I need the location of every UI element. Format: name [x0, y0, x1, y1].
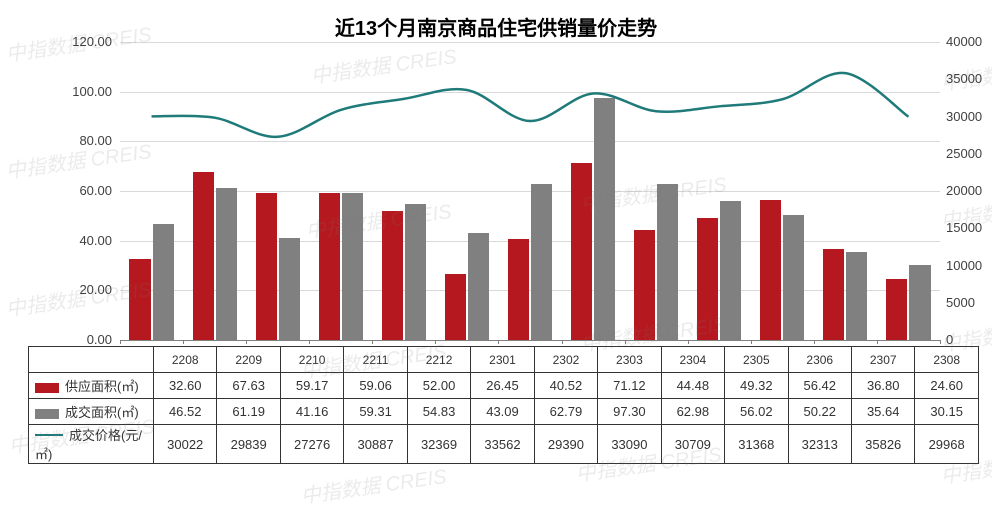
table-row: 2208220922102211221223012302230323042305… [29, 347, 979, 373]
chart-plot-area [120, 42, 940, 340]
value-cell-price: 29390 [534, 425, 597, 464]
x-axis-line [120, 340, 940, 341]
value-cell-deal: 43.09 [471, 399, 534, 425]
value-cell-supply: 26.45 [471, 373, 534, 399]
value-cell-price: 30022 [154, 425, 217, 464]
price-line [152, 73, 909, 137]
value-cell-supply: 40.52 [534, 373, 597, 399]
y-axis-left-label: 60.00 [60, 183, 112, 198]
value-cell-price: 30887 [344, 425, 407, 464]
table-row: 成交价格(元/㎡)3002229839272763088732369335622… [29, 425, 979, 464]
bar-swatch-icon [35, 383, 59, 393]
value-cell-price: 30709 [661, 425, 724, 464]
value-cell-supply: 52.00 [407, 373, 470, 399]
y-axis-left-label: 100.00 [60, 84, 112, 99]
y-axis-left-label: 0.00 [60, 332, 112, 347]
legend-label: 供应面积(㎡) [65, 379, 139, 394]
table-row: 成交面积(㎡)46.5261.1941.1659.3154.8343.0962.… [29, 399, 979, 425]
value-cell-price: 29839 [217, 425, 280, 464]
value-cell-deal: 56.02 [725, 399, 788, 425]
y-axis-right-label: 10000 [946, 258, 982, 273]
category-cell: 2305 [725, 347, 788, 373]
value-cell-price: 35826 [851, 425, 914, 464]
value-cell-deal: 54.83 [407, 399, 470, 425]
data-table: 2208220922102211221223012302230323042305… [28, 346, 979, 464]
value-cell-supply: 49.32 [725, 373, 788, 399]
value-cell-deal: 97.30 [598, 399, 661, 425]
y-axis-right-label: 35000 [946, 71, 982, 86]
y-axis-left-label: 20.00 [60, 282, 112, 297]
line-swatch-icon [35, 434, 63, 436]
value-cell-deal: 41.16 [280, 399, 343, 425]
value-cell-price: 33090 [598, 425, 661, 464]
category-cell: 2210 [280, 347, 343, 373]
y-axis-right-label: 5000 [946, 295, 975, 310]
value-cell-supply: 36.80 [851, 373, 914, 399]
category-cell: 2306 [788, 347, 851, 373]
value-cell-deal: 62.98 [661, 399, 724, 425]
category-cell: 2208 [154, 347, 217, 373]
y-axis-right-label: 0 [946, 332, 953, 347]
chart-title: 近13个月南京商品住宅供销量价走势 [0, 12, 992, 41]
category-cell: 2303 [598, 347, 661, 373]
value-cell-supply: 67.63 [217, 373, 280, 399]
value-cell-supply: 71.12 [598, 373, 661, 399]
value-cell-deal: 35.64 [851, 399, 914, 425]
value-cell-price: 32369 [407, 425, 470, 464]
category-cell: 2301 [471, 347, 534, 373]
y-axis-left-label: 40.00 [60, 233, 112, 248]
value-cell-supply: 56.42 [788, 373, 851, 399]
value-cell-supply: 59.06 [344, 373, 407, 399]
y-axis-left-label: 80.00 [60, 133, 112, 148]
watermark: 中指数据 CREIS [299, 460, 448, 509]
category-cell: 2307 [851, 347, 914, 373]
price-line-layer [120, 42, 940, 340]
value-cell-supply: 44.48 [661, 373, 724, 399]
value-cell-price: 32313 [788, 425, 851, 464]
legend-supply: 供应面积(㎡) [29, 373, 154, 399]
category-cell: 2308 [915, 347, 978, 373]
value-cell-supply: 59.17 [280, 373, 343, 399]
value-cell-deal: 50.22 [788, 399, 851, 425]
value-cell-deal: 46.52 [154, 399, 217, 425]
legend-label: 成交面积(㎡) [65, 405, 139, 420]
value-cell-price: 29968 [915, 425, 978, 464]
bar-swatch-icon [35, 409, 59, 419]
value-cell-supply: 24.60 [915, 373, 978, 399]
y-axis-left-label: 120.00 [60, 34, 112, 49]
table-header-empty [29, 347, 154, 373]
value-cell-deal: 62.79 [534, 399, 597, 425]
y-axis-right-label: 20000 [946, 183, 982, 198]
legend-deal: 成交面积(㎡) [29, 399, 154, 425]
value-cell-deal: 30.15 [915, 399, 978, 425]
table-row: 供应面积(㎡) 32.6067.6359.1759.0652.0026.4540.… [29, 373, 979, 399]
y-axis-right-label: 25000 [946, 146, 982, 161]
category-cell: 2212 [407, 347, 470, 373]
category-cell: 2211 [344, 347, 407, 373]
y-axis-right-label: 40000 [946, 34, 982, 49]
value-cell-deal: 61.19 [217, 399, 280, 425]
value-cell-price: 27276 [280, 425, 343, 464]
y-axis-right-label: 15000 [946, 220, 982, 235]
value-cell-price: 31368 [725, 425, 788, 464]
category-cell: 2302 [534, 347, 597, 373]
value-cell-deal: 59.31 [344, 399, 407, 425]
value-cell-supply: 32.60 [154, 373, 217, 399]
x-tick [940, 340, 941, 344]
y-axis-right-label: 30000 [946, 109, 982, 124]
legend-price: 成交价格(元/㎡) [29, 425, 154, 464]
category-cell: 2304 [661, 347, 724, 373]
category-cell: 2209 [217, 347, 280, 373]
value-cell-price: 33562 [471, 425, 534, 464]
